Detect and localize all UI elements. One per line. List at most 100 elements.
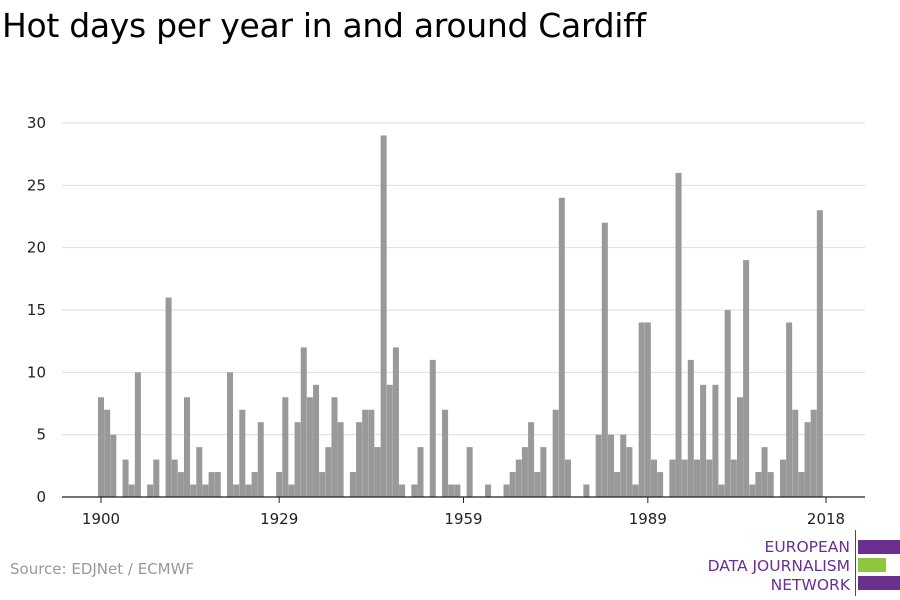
bar-2017: [816, 210, 823, 497]
bar-1948: [392, 347, 399, 497]
source-note: Source: EDJNet / ECMWF: [10, 560, 195, 578]
bar-1908: [147, 484, 154, 497]
bar-1991: [657, 472, 664, 497]
bar-1954: [429, 359, 436, 497]
bar-1909: [153, 459, 160, 497]
bar-1944: [368, 409, 375, 497]
bar-2000: [712, 384, 719, 497]
bar-1933: [300, 347, 307, 497]
bar-1981: [595, 434, 602, 497]
logo-line-3: NETWORK: [770, 576, 850, 594]
chart-title: Hot days per year in and around Cardiff: [2, 6, 646, 45]
y-tick-label: 30: [27, 114, 46, 132]
bar-1922: [233, 484, 240, 497]
bar-2007: [755, 472, 762, 497]
bar-1999: [706, 459, 713, 497]
bar-1923: [239, 409, 246, 497]
bar-1958: [454, 484, 461, 497]
bar-2004: [736, 397, 743, 497]
bar-2016: [810, 409, 817, 497]
bar-2011: [779, 459, 787, 497]
bar-1957: [448, 484, 455, 497]
y-tick-label: 15: [27, 301, 46, 319]
bar-1939: [337, 422, 344, 497]
bar-1968: [515, 459, 522, 497]
bar-1995: [681, 459, 688, 497]
logo-bar-purple-top: [858, 540, 900, 554]
bar-1919: [214, 472, 221, 497]
bar-1925: [251, 472, 258, 497]
y-tick-label: 0: [36, 488, 46, 506]
bar-1900: [97, 397, 105, 497]
bar-1988: [638, 322, 645, 497]
bar-1936: [319, 472, 326, 497]
bar-1904: [122, 459, 129, 497]
bar-1979: [583, 484, 590, 497]
bar-1902: [110, 434, 117, 497]
bar-1975: [558, 197, 565, 498]
logo-line-2: DATA JOURNALISM: [707, 557, 850, 575]
bar-1994: [675, 172, 682, 497]
bar-1913: [177, 472, 184, 497]
bar-1960: [466, 447, 473, 497]
bar-1929: [276, 472, 283, 497]
logo-divider: [855, 530, 856, 596]
bar-1943: [362, 409, 369, 497]
bar-1915: [190, 484, 197, 497]
bar-1956: [442, 409, 449, 497]
bar-1914: [184, 397, 191, 497]
bar-1970: [528, 422, 535, 497]
bar-1946: [380, 135, 387, 497]
bar-1993: [669, 459, 676, 497]
bar-1937: [325, 447, 332, 497]
bar-1982: [601, 222, 608, 497]
x-axis-ticks: 1900 1929 1959 1989 2018: [82, 497, 845, 528]
bar-1931: [288, 484, 295, 497]
bar-2015: [804, 422, 811, 497]
bar-1930: [282, 397, 289, 497]
x-tick-label: 1929: [260, 510, 298, 528]
bar-1976: [564, 459, 571, 497]
bar-1984: [614, 472, 621, 497]
bar-1983: [607, 434, 614, 497]
logo-bar-green: [858, 558, 886, 572]
edjnet-logo: EUROPEAN DATA JOURNALISM NETWORK: [680, 530, 900, 596]
bar-1969: [521, 447, 528, 497]
bar-1911: [165, 297, 172, 497]
bar-1945: [374, 447, 381, 497]
bar-1986: [626, 447, 633, 497]
logo-line-1: EUROPEAN: [764, 538, 850, 556]
bar-1996: [687, 359, 694, 497]
logo-bar-purple-bottom: [858, 576, 900, 590]
bar-1918: [208, 472, 215, 497]
bar-1932: [294, 422, 301, 497]
bar-1990: [650, 459, 657, 497]
bar-1963: [485, 484, 492, 497]
bar-1966: [503, 484, 510, 497]
bar-1905: [128, 484, 135, 497]
bar-1985: [620, 434, 627, 497]
bar-1934: [306, 397, 313, 497]
bar-1951: [411, 484, 418, 497]
bar-1938: [331, 397, 338, 497]
bar-1987: [632, 484, 639, 497]
bar-2003: [730, 459, 737, 497]
x-tick-label: 2018: [807, 510, 845, 528]
bar-1949: [399, 484, 406, 497]
x-tick-label: 1959: [444, 510, 482, 528]
bar-1998: [700, 384, 707, 497]
bar-2005: [743, 260, 750, 497]
bar-2008: [761, 447, 768, 497]
bar-1967: [509, 472, 516, 497]
bar-1972: [540, 447, 547, 497]
bar-1921: [227, 372, 234, 497]
bar-1989: [644, 322, 651, 497]
bar-chart: 0 5 10 15 20 25 30 1900 1929 1959 1989 2018: [27, 114, 865, 528]
y-axis-ticks: 0 5 10 15 20 25 30: [27, 114, 46, 506]
bar-1926: [257, 422, 264, 497]
bar-1974: [552, 409, 559, 497]
bar-1912: [171, 459, 178, 497]
bar-2012: [786, 322, 793, 497]
bar-2009: [767, 472, 774, 497]
bar-1952: [417, 447, 424, 497]
